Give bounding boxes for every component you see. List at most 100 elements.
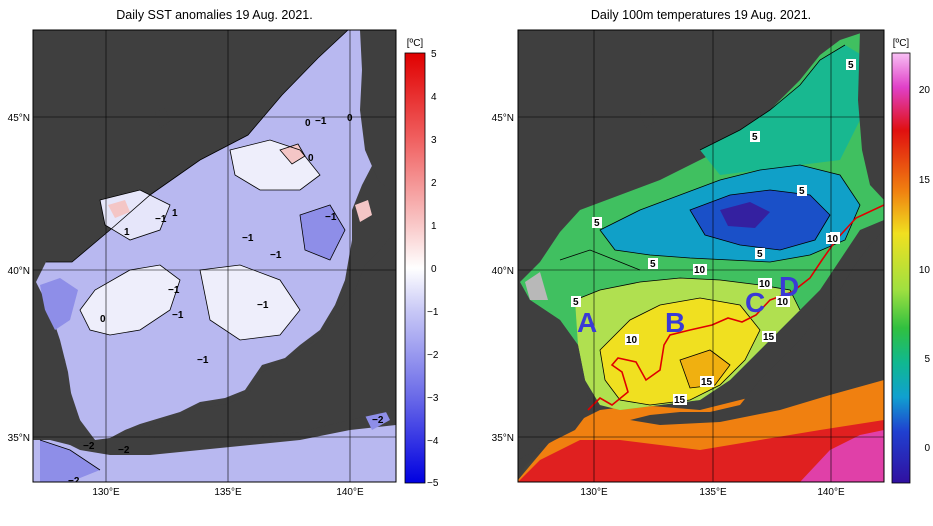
contour-label: 0 — [305, 118, 311, 129]
contour-label: 15 — [763, 332, 775, 343]
hokkaido — [360, 30, 396, 195]
anomaly-positive-patch — [280, 144, 305, 164]
sakhalin-island — [640, 108, 655, 128]
lon-label: 135°E — [214, 487, 242, 498]
contour-label: 1 — [172, 208, 178, 219]
warm-sea — [800, 430, 884, 482]
anomaly-zero-patch — [80, 265, 180, 335]
colorbar-tick: 5 — [924, 354, 930, 365]
warm-core — [680, 350, 730, 388]
colorbar-tick: 5 — [431, 49, 437, 60]
contour-label: 0 — [100, 314, 106, 325]
section-marker-b: B — [665, 307, 685, 338]
contour-label: 5 — [573, 297, 579, 308]
lat-label: 35°N — [492, 433, 514, 444]
contour-label: 5 — [799, 186, 805, 197]
section-line — [587, 204, 884, 411]
colorbar-tick: −2 — [427, 350, 439, 361]
left-map-frame — [32, 29, 397, 483]
contour-label: −1 — [155, 214, 167, 225]
cold-band — [700, 45, 870, 175]
contour-label: 10 — [827, 234, 839, 245]
continental-shelf — [525, 272, 548, 300]
graticule — [33, 30, 396, 482]
contour-label: 0 — [308, 153, 314, 164]
sst-anomaly-title: Daily SST anomalies 19 Aug. 2021. — [116, 8, 313, 22]
colorbar-tick: −3 — [427, 393, 439, 404]
section-marker-d: D — [779, 271, 799, 302]
lat-label: 45°N — [492, 113, 514, 124]
contour-label: −2 — [118, 445, 130, 456]
colorbar-tick: −4 — [427, 436, 439, 447]
contour-label: 10 — [777, 297, 789, 308]
contour-label: 5 — [650, 259, 656, 270]
colorbar-tick: −1 — [427, 307, 439, 318]
anomaly-negative-patch — [40, 278, 78, 330]
contour-labels: 0 −1 0 0 −1 1 −1 1 −1 −1 −1 −1 −1 0 −1 −… — [68, 113, 384, 487]
colorbar-unit: [ºC] — [893, 38, 910, 49]
colorbar-tick: 1 — [431, 221, 437, 232]
contour-label: −1 — [270, 250, 282, 261]
contour-label: 5 — [757, 249, 763, 260]
temp-100m-title: Daily 100m temperatures 19 Aug. 2021. — [590, 8, 812, 22]
section-marker-a: A — [577, 307, 597, 338]
anomaly-positive-patch — [355, 200, 372, 222]
contour-label: 10 — [694, 265, 706, 276]
contour-label: 1 — [124, 227, 130, 238]
right-axis-labels: 45°N 40°N 35°N 130°E 135°E 140°E — [492, 113, 845, 498]
japan-honshu — [140, 230, 396, 440]
lon-label: 130°E — [92, 487, 120, 498]
colorbar-tick: 2 — [431, 178, 437, 189]
contour-label: 5 — [594, 218, 600, 229]
sea-area — [36, 30, 396, 440]
colorbar-tick: 4 — [431, 92, 437, 103]
left-axis-labels: 45°N 40°N 35°N 130°E 135°E 140°E — [8, 113, 364, 498]
japan-honshu — [630, 230, 884, 425]
colorbar-tick: 3 — [431, 135, 437, 146]
colorbar-tick: −5 — [427, 478, 439, 489]
contour-label: −1 — [242, 233, 254, 244]
contour-label: 0 — [347, 113, 353, 124]
contour-label: −2 — [83, 441, 95, 452]
colorbar-unit: [ºC] — [407, 38, 424, 49]
contour-label: −1 — [197, 355, 209, 366]
colorbar-scale — [404, 52, 426, 484]
contour-lines — [39, 30, 349, 471]
contour-label: −1 — [325, 212, 337, 223]
colorbar-tick: 0 — [431, 264, 437, 275]
korea-peninsula — [518, 300, 590, 460]
anomaly-colorbar: [ºC] 5 4 3 2 1 0 −1 −2 −3 −4 −5 — [404, 38, 439, 489]
lon-label: 140°E — [336, 487, 364, 498]
anomaly-negative-patch — [40, 440, 100, 482]
colorbar-tick: 10 — [919, 265, 931, 276]
sst-anomaly-map: 0 −1 0 0 −1 1 −1 1 −1 −1 −1 −1 −1 0 −1 −… — [33, 30, 396, 487]
anomaly-negative-patch — [300, 205, 345, 260]
section-marker-c: C — [745, 287, 765, 318]
contour-label: 5 — [848, 60, 854, 71]
contour-label: 10 — [759, 279, 771, 290]
contour-label: 15 — [674, 395, 686, 406]
colorbar-scale — [891, 52, 911, 484]
lat-label: 35°N — [8, 433, 30, 444]
temperature-colorbar: [ºC] 20 15 10 5 0 — [891, 38, 931, 484]
contour-label: −2 — [68, 476, 80, 487]
lon-label: 130°E — [580, 487, 608, 498]
contour-label: 10 — [626, 335, 638, 346]
cold-core — [720, 202, 770, 228]
contour-label: 15 — [701, 377, 713, 388]
lon-label: 135°E — [699, 487, 727, 498]
warm-sea — [518, 420, 884, 482]
contour-label: 5 — [752, 132, 758, 143]
colorbar-tick: 20 — [919, 85, 931, 96]
contour-label: −1 — [172, 310, 184, 321]
lon-label: 140°E — [817, 487, 845, 498]
anomaly-positive-patch — [108, 200, 130, 218]
contour-label: −1 — [168, 285, 180, 296]
yellow-sea — [33, 425, 396, 482]
temp-100m-map: 5 5 5 5 5 5 5 5 10 10 10 10 15 15 15 10 … — [518, 30, 884, 482]
lat-label: 45°N — [8, 113, 30, 124]
lat-label: 40°N — [492, 266, 514, 277]
lat-label: 40°N — [8, 266, 30, 277]
section-markers: A B C D — [577, 271, 799, 338]
